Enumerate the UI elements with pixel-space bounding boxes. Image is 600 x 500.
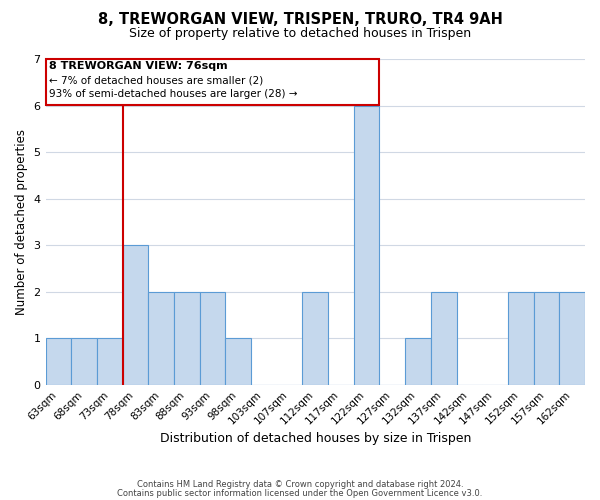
Bar: [354, 106, 379, 384]
Bar: [46, 338, 71, 384]
Bar: [405, 338, 431, 384]
Text: Contains public sector information licensed under the Open Government Licence v3: Contains public sector information licen…: [118, 488, 482, 498]
Bar: [71, 338, 97, 384]
Bar: [148, 292, 174, 384]
Bar: [431, 292, 457, 384]
Bar: [122, 245, 148, 384]
Bar: [200, 292, 226, 384]
Bar: [97, 338, 122, 384]
Text: Size of property relative to detached houses in Trispen: Size of property relative to detached ho…: [129, 28, 471, 40]
Bar: [46, 59, 379, 104]
Y-axis label: Number of detached properties: Number of detached properties: [15, 129, 28, 315]
Text: ← 7% of detached houses are smaller (2): ← 7% of detached houses are smaller (2): [49, 76, 263, 86]
Text: 93% of semi-detached houses are larger (28) →: 93% of semi-detached houses are larger (…: [49, 89, 298, 99]
Bar: [559, 292, 585, 384]
Bar: [302, 292, 328, 384]
Bar: [508, 292, 533, 384]
Text: 8, TREWORGAN VIEW, TRISPEN, TRURO, TR4 9AH: 8, TREWORGAN VIEW, TRISPEN, TRURO, TR4 9…: [98, 12, 502, 28]
Text: Contains HM Land Registry data © Crown copyright and database right 2024.: Contains HM Land Registry data © Crown c…: [137, 480, 463, 489]
Bar: [174, 292, 200, 384]
Text: 8 TREWORGAN VIEW: 76sqm: 8 TREWORGAN VIEW: 76sqm: [49, 62, 228, 72]
Bar: [533, 292, 559, 384]
X-axis label: Distribution of detached houses by size in Trispen: Distribution of detached houses by size …: [160, 432, 471, 445]
Bar: [226, 338, 251, 384]
